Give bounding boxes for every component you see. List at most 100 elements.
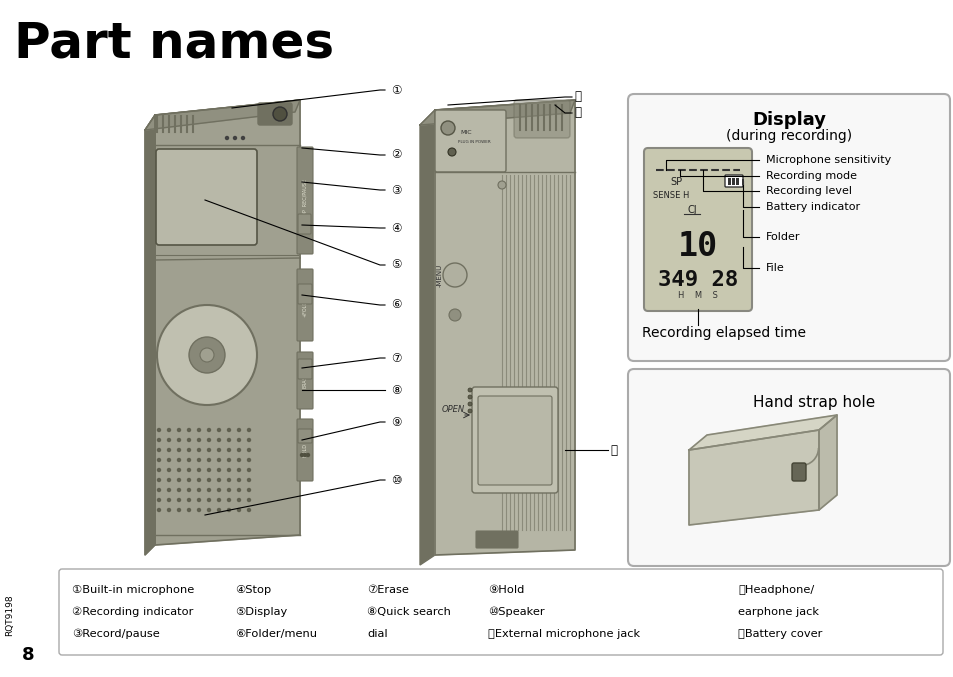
Circle shape xyxy=(197,458,200,462)
Circle shape xyxy=(237,429,240,431)
Circle shape xyxy=(247,439,251,441)
Text: Hand strap hole: Hand strap hole xyxy=(752,395,874,410)
Text: ③: ③ xyxy=(391,183,401,196)
Circle shape xyxy=(197,489,200,492)
Circle shape xyxy=(208,508,211,512)
Circle shape xyxy=(197,439,200,441)
Circle shape xyxy=(227,458,231,462)
Text: ⑬Battery cover: ⑬Battery cover xyxy=(738,629,821,639)
Circle shape xyxy=(168,508,171,512)
Text: ⑥: ⑥ xyxy=(391,299,401,311)
Text: ③Record/pause: ③Record/pause xyxy=(71,629,159,639)
Text: ⑧Quick search: ⑧Quick search xyxy=(367,607,451,617)
Circle shape xyxy=(497,181,505,189)
Text: (during recording): (during recording) xyxy=(725,129,851,143)
FancyBboxPatch shape xyxy=(297,429,312,443)
Circle shape xyxy=(157,458,160,462)
Circle shape xyxy=(468,402,472,406)
Circle shape xyxy=(188,458,191,462)
Text: STOP  REC/PAUSE: STOP REC/PAUSE xyxy=(302,179,307,221)
Text: Recording elapsed time: Recording elapsed time xyxy=(641,326,805,340)
Circle shape xyxy=(468,388,472,392)
Circle shape xyxy=(448,148,456,156)
Circle shape xyxy=(237,458,240,462)
Circle shape xyxy=(247,468,251,471)
Circle shape xyxy=(208,429,211,431)
Circle shape xyxy=(217,498,220,502)
Circle shape xyxy=(227,479,231,481)
Circle shape xyxy=(247,479,251,481)
Circle shape xyxy=(225,137,229,139)
Text: Microphone sensitivity: Microphone sensitivity xyxy=(765,155,890,165)
Circle shape xyxy=(168,489,171,492)
Circle shape xyxy=(300,454,303,456)
Text: ⑤: ⑤ xyxy=(391,259,401,271)
Text: ⑩Speaker: ⑩Speaker xyxy=(488,607,544,617)
Circle shape xyxy=(168,479,171,481)
Circle shape xyxy=(177,458,180,462)
Circle shape xyxy=(188,468,191,471)
FancyBboxPatch shape xyxy=(156,149,256,245)
Text: SENSE H: SENSE H xyxy=(652,192,689,200)
Circle shape xyxy=(177,448,180,452)
Circle shape xyxy=(177,468,180,471)
Text: OPEN: OPEN xyxy=(441,406,465,414)
Text: Folder: Folder xyxy=(765,232,800,242)
Circle shape xyxy=(273,107,287,121)
Circle shape xyxy=(227,498,231,502)
Circle shape xyxy=(168,468,171,471)
Text: ⑤Display: ⑤Display xyxy=(234,607,287,617)
Circle shape xyxy=(247,498,251,502)
FancyBboxPatch shape xyxy=(627,369,949,566)
Circle shape xyxy=(208,489,211,492)
Circle shape xyxy=(247,429,251,431)
Text: ⑥Folder/menu: ⑥Folder/menu xyxy=(234,629,316,639)
FancyBboxPatch shape xyxy=(257,103,292,125)
Circle shape xyxy=(208,479,211,481)
Circle shape xyxy=(197,498,200,502)
Text: ⑧: ⑧ xyxy=(391,383,401,397)
Text: +FOLDER: +FOLDER xyxy=(302,293,307,317)
Circle shape xyxy=(233,137,236,139)
Circle shape xyxy=(188,489,191,492)
FancyBboxPatch shape xyxy=(476,531,517,548)
Circle shape xyxy=(247,489,251,492)
FancyBboxPatch shape xyxy=(472,387,558,493)
Bar xyxy=(735,177,739,185)
Text: SP: SP xyxy=(669,177,681,187)
Polygon shape xyxy=(688,415,836,450)
Text: ⑨: ⑨ xyxy=(391,416,401,429)
Circle shape xyxy=(208,448,211,452)
Text: ERASE: ERASE xyxy=(302,372,307,388)
Bar xyxy=(731,177,734,185)
Text: ⑨Hold: ⑨Hold xyxy=(488,585,524,595)
FancyBboxPatch shape xyxy=(297,359,312,379)
Text: ⑩: ⑩ xyxy=(391,473,401,487)
Circle shape xyxy=(237,468,240,471)
Circle shape xyxy=(217,489,220,492)
Text: HOLD: HOLD xyxy=(302,443,307,457)
Text: ④: ④ xyxy=(391,221,401,234)
Circle shape xyxy=(468,409,472,413)
Text: ⑫: ⑫ xyxy=(574,106,580,120)
Text: ⑦: ⑦ xyxy=(391,351,401,364)
Circle shape xyxy=(168,429,171,431)
Bar xyxy=(727,177,730,185)
Circle shape xyxy=(227,439,231,441)
FancyBboxPatch shape xyxy=(477,396,552,485)
Circle shape xyxy=(157,439,160,441)
Text: Recording level: Recording level xyxy=(765,186,851,196)
Text: ①Built-in microphone: ①Built-in microphone xyxy=(71,585,194,595)
Circle shape xyxy=(227,508,231,512)
Text: earphone jack: earphone jack xyxy=(738,607,818,617)
Circle shape xyxy=(168,458,171,462)
Circle shape xyxy=(237,448,240,452)
Polygon shape xyxy=(145,100,299,130)
Circle shape xyxy=(208,439,211,441)
Circle shape xyxy=(217,468,220,471)
Text: ①: ① xyxy=(391,83,401,97)
Polygon shape xyxy=(154,100,299,545)
Text: PLUG IN POWER: PLUG IN POWER xyxy=(457,140,490,144)
Circle shape xyxy=(177,439,180,441)
Circle shape xyxy=(306,454,309,456)
